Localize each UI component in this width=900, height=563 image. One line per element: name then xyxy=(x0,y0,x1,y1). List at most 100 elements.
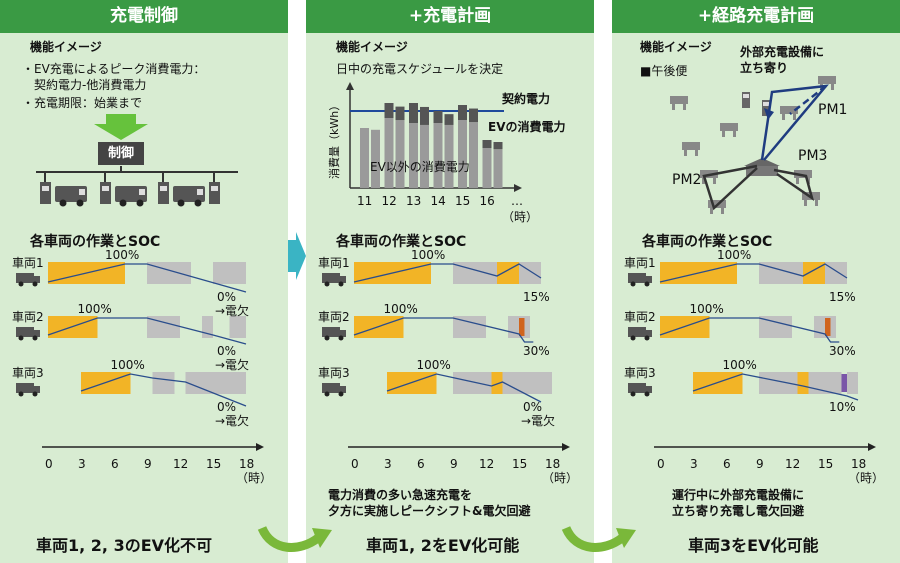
other-power-label: EV以外の消費電力 xyxy=(370,160,470,174)
right-arrow-icon xyxy=(288,232,306,280)
soc-end-label: 0% xyxy=(217,400,237,414)
bar-other-power xyxy=(482,148,492,188)
soc-title: 各車両の作業とSOC xyxy=(30,234,161,250)
soc-end-label: 0% xyxy=(217,344,237,358)
truck-icon xyxy=(628,383,652,397)
route-pm1 xyxy=(760,84,829,161)
note-line-2: 夕方に実施しピークシフト&電欠回避 xyxy=(328,504,531,518)
pm3-label: PM3 xyxy=(798,148,828,164)
work-block xyxy=(847,372,858,394)
work-block xyxy=(152,372,175,394)
bar-ev-power xyxy=(409,103,418,123)
soc-line xyxy=(386,373,542,403)
soc-end-label: 0% xyxy=(217,290,237,304)
soc-line xyxy=(659,263,848,283)
work-block xyxy=(453,316,486,338)
bar-other-power xyxy=(493,149,503,188)
panel-result: 車両1, 2, 3のEV化不可 xyxy=(36,536,213,555)
route-pm2 xyxy=(702,164,758,211)
panel-header: +経路充電計画 xyxy=(612,0,900,33)
time-axis-arrow-icon xyxy=(868,443,876,451)
curved-arrow-icon xyxy=(561,525,625,552)
time-tick-label: 15 xyxy=(512,457,528,471)
charging-block xyxy=(491,372,503,394)
external-charger-label-2: 立ち寄り xyxy=(740,61,789,75)
vehicle-label: 車両1 xyxy=(318,256,350,270)
route-pm3 xyxy=(773,168,815,201)
soc-line xyxy=(659,317,840,343)
vehicle-label: 車両3 xyxy=(12,366,44,380)
truck-icon xyxy=(322,327,346,341)
charger-icon xyxy=(762,100,770,116)
x-axis-arrow-icon xyxy=(514,184,522,192)
soc-end-label: 10% xyxy=(829,400,856,414)
x-tick-label: 12 xyxy=(381,194,397,208)
time-tick-label: 18 xyxy=(851,457,867,471)
pm2-label: PM2 xyxy=(672,172,702,188)
bar-ev-power xyxy=(493,142,503,150)
soc-line xyxy=(80,373,247,407)
curved-arrow-icon xyxy=(257,525,321,552)
pm1-label: PM1 xyxy=(818,102,848,118)
soc-end-label: 15% xyxy=(829,290,856,304)
vehicle-label: 車両2 xyxy=(12,310,44,324)
bar-other-power xyxy=(360,128,369,188)
van-icon xyxy=(115,186,147,207)
panel-header: 充電制御 xyxy=(0,0,288,33)
work-block xyxy=(229,316,246,338)
concept-title: 機能イメージ xyxy=(336,40,408,54)
note-line-2: 立ち寄り充電し電欠回避 xyxy=(672,504,805,518)
time-axis-arrow-icon xyxy=(256,443,264,451)
soc-title: 各車両の作業とSOC xyxy=(336,234,467,250)
panel-result: 車両1, 2をEV化可能 xyxy=(366,536,520,555)
soc-peak-label: 100% xyxy=(411,248,446,262)
soc-peak-label: 100% xyxy=(722,358,757,372)
time-tick-label: 18 xyxy=(239,457,255,471)
bar-other-power xyxy=(409,123,418,188)
time-tick-label: 15 xyxy=(818,457,834,471)
vehicle-label: 車両1 xyxy=(624,256,656,270)
y-axis-arrow-icon xyxy=(346,82,354,90)
vehicle-label: 車両1 xyxy=(12,256,44,270)
truck-icon xyxy=(16,327,40,341)
soc-peak-label: 100% xyxy=(105,248,140,262)
control-diagram xyxy=(36,114,238,207)
bar-other-power xyxy=(384,118,394,188)
truck-icon xyxy=(628,273,652,287)
time-tick-label: 0 xyxy=(657,457,665,471)
time-axis-arrow-icon xyxy=(562,443,570,451)
panel-result: 車両3をEV化可能 xyxy=(688,536,819,555)
soc-peak-label: 100% xyxy=(383,302,418,316)
bullet-peak: ・EV充電によるピーク消費電力： xyxy=(22,62,206,76)
soc-line xyxy=(47,263,247,293)
work-block xyxy=(213,262,246,284)
bar-ev-power xyxy=(469,108,478,123)
soc-line xyxy=(353,263,542,283)
time-tick-label: 9 xyxy=(756,457,764,471)
soc-line xyxy=(692,373,859,401)
bullet-contract: 契約電力-他消費電力 xyxy=(22,78,147,92)
vehicle-label: 車両3 xyxy=(318,366,350,380)
charger-icon xyxy=(40,182,51,204)
control-box: 制御 xyxy=(98,142,144,165)
x-tick-label: 16 xyxy=(479,194,495,208)
building-icon xyxy=(720,123,738,137)
battery-empty-label: →電欠 xyxy=(215,304,250,318)
work-block xyxy=(147,316,180,338)
x-tick-label: 11 xyxy=(357,194,373,208)
bar-ev-power xyxy=(395,106,405,121)
charger-icon xyxy=(100,182,111,204)
building-icon xyxy=(780,106,798,120)
bar-ev-power xyxy=(458,105,467,120)
bar-other-power xyxy=(469,122,478,188)
bar-other-power xyxy=(371,129,380,188)
time-tick-label: 3 xyxy=(384,457,392,471)
x-tick-label: 13 xyxy=(406,194,422,208)
x-tick-label: 15 xyxy=(455,194,471,208)
truck-icon xyxy=(16,273,40,287)
truck-icon xyxy=(628,327,652,341)
soc-end-label: 0% xyxy=(523,400,543,414)
bar-other-power xyxy=(420,124,429,188)
time-tick-label: 12 xyxy=(785,457,801,471)
